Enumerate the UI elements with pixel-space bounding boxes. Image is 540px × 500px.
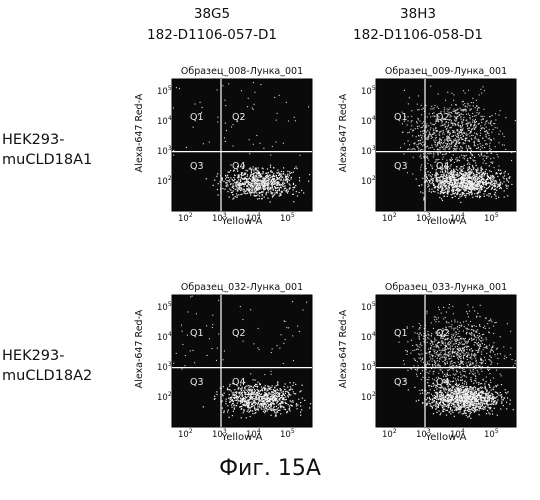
quadrant-label: Q1 <box>394 328 408 339</box>
y-tick-label: 105 <box>361 85 376 97</box>
x-axis-label: Yellow-A <box>172 216 312 227</box>
y-axis-label: Alexa-647 Red-A <box>134 304 145 394</box>
facs-panel-1: Образец_008-Лунка_001 Q1 Q2 Q3 Q4 102 103 104 10… <box>136 66 326 236</box>
y-tick-label: 104 <box>361 331 376 343</box>
quadrant-label: Q4 <box>436 377 450 388</box>
quadrant-label: Q2 <box>232 112 246 123</box>
y-tick-label: 105 <box>361 301 376 313</box>
plot-area <box>172 295 312 427</box>
panel-title: Образец_033-Лунка_001 <box>372 282 520 296</box>
y-tick-label: 102 <box>157 391 172 403</box>
clone-name: 38H3 <box>318 4 518 25</box>
y-tick-label: 103 <box>157 145 172 157</box>
clone-name: 38G5 <box>112 4 312 25</box>
facs-panel-4: Образец_033-Лунка_001 Q1 Q2 Q3 Q4 102 103 104 10… <box>340 282 530 452</box>
y-axis-label: Alexa-647 Red-A <box>338 88 349 178</box>
plot-area <box>376 295 516 427</box>
quadrant-label: Q1 <box>190 112 204 123</box>
quadrant-label: Q1 <box>394 112 408 123</box>
x-axis-label: Yellow-A <box>376 216 516 227</box>
y-tick-label: 103 <box>157 361 172 373</box>
column-header-2: 38H3 182-D1106-058-D1 <box>318 4 518 46</box>
y-tick-label: 102 <box>361 175 376 187</box>
quadrant-label: Q3 <box>190 161 204 172</box>
quadrant-label: Q3 <box>394 161 408 172</box>
quadrant-label: Q3 <box>394 377 408 388</box>
y-tick-label: 105 <box>157 85 172 97</box>
x-axis-label: Yellow-A <box>376 432 516 443</box>
quadrant-label: Q2 <box>436 328 450 339</box>
facs-panel-2: Образец_009-Лунка_001 Q1 Q2 Q3 Q4 102 103 104 10… <box>340 66 530 236</box>
row-label-2: HEK293- muCLD18A2 <box>2 346 92 387</box>
y-tick-label: 104 <box>361 115 376 127</box>
y-axis-label: Alexa-647 Red-A <box>134 88 145 178</box>
quadrant-label: Q4 <box>436 161 450 172</box>
y-tick-label: 104 <box>157 115 172 127</box>
row-label-line: muCLD18A2 <box>2 366 92 386</box>
panel-title: Образец_032-Лунка_001 <box>168 282 316 296</box>
panel-title: Образец_009-Лунка_001 <box>372 66 520 80</box>
x-axis-label: Yellow-A <box>172 432 312 443</box>
row-label-1: HEK293- muCLD18A1 <box>2 130 92 171</box>
figure-caption: Фиг. 15A <box>0 456 540 481</box>
y-axis-label: Alexa-647 Red-A <box>338 304 349 394</box>
y-tick-label: 103 <box>361 361 376 373</box>
y-tick-label: 104 <box>157 331 172 343</box>
y-tick-label: 103 <box>361 145 376 157</box>
row-label-line: HEK293- <box>2 130 92 150</box>
quadrant-label: Q2 <box>436 112 450 123</box>
sample-id: 182-D1106-057-D1 <box>112 25 312 46</box>
sample-id: 182-D1106-058-D1 <box>318 25 518 46</box>
plot-area <box>376 79 516 211</box>
y-tick-label: 102 <box>157 175 172 187</box>
column-header-1: 38G5 182-D1106-057-D1 <box>112 4 312 46</box>
row-label-line: HEK293- <box>2 346 92 366</box>
quadrant-label: Q4 <box>232 377 246 388</box>
plot-area <box>172 79 312 211</box>
y-tick-label: 102 <box>361 391 376 403</box>
row-label-line: muCLD18A1 <box>2 150 92 170</box>
y-tick-label: 105 <box>157 301 172 313</box>
quadrant-label: Q3 <box>190 377 204 388</box>
facs-panel-3: Образец_032-Лунка_001 Q1 Q2 Q3 Q4 102 103 104 10… <box>136 282 326 452</box>
quadrant-label: Q2 <box>232 328 246 339</box>
quadrant-label: Q4 <box>232 161 246 172</box>
panel-title: Образец_008-Лунка_001 <box>168 66 316 80</box>
quadrant-label: Q1 <box>190 328 204 339</box>
